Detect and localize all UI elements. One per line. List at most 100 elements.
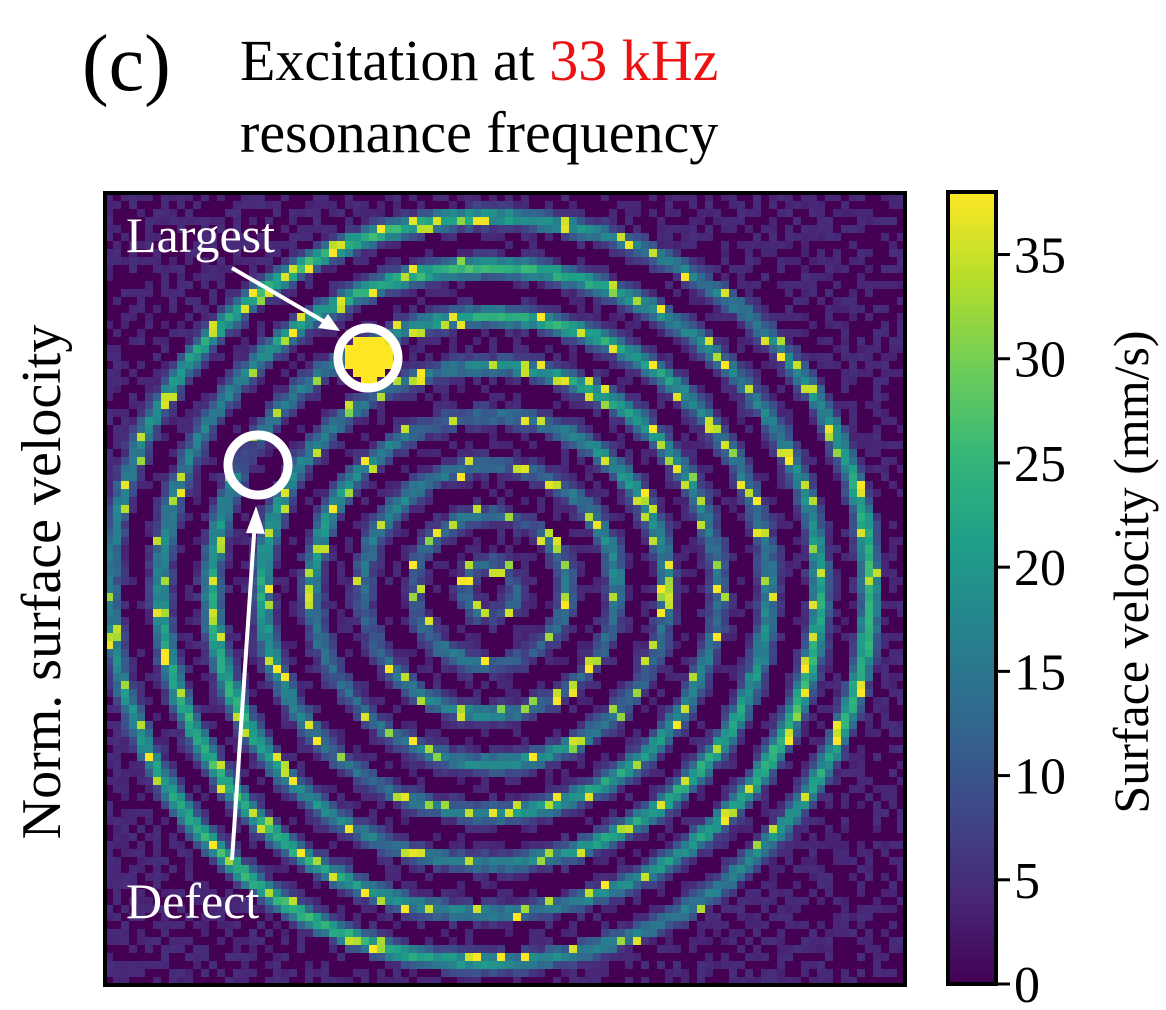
heatmap-cell: [289, 721, 297, 729]
heatmap-cell: [449, 585, 457, 593]
heatmap-cell: [105, 193, 113, 201]
heatmap-cell: [753, 521, 761, 529]
heatmap-cell: [817, 769, 825, 777]
heatmap-cell: [753, 785, 761, 793]
heatmap-cell: [529, 225, 537, 233]
heatmap-cell: [897, 249, 905, 257]
heatmap-cell: [201, 457, 209, 465]
heatmap-cell: [657, 353, 665, 361]
heatmap-cell: [225, 553, 233, 561]
heatmap-cell: [513, 281, 521, 289]
heatmap-cell: [849, 209, 857, 217]
heatmap-cell: [513, 633, 521, 641]
heatmap-cell: [569, 673, 577, 681]
heatmap-cell: [513, 721, 521, 729]
heatmap-cell: [145, 457, 153, 465]
heatmap-cell: [417, 345, 425, 353]
heatmap-cell: [345, 345, 353, 353]
heatmap-cell: [217, 785, 225, 793]
heatmap-cell: [777, 545, 785, 553]
heatmap-cell: [593, 345, 601, 353]
heatmap-cell: [209, 769, 217, 777]
heatmap-cell: [633, 769, 641, 777]
heatmap-cell: [601, 585, 609, 593]
heatmap-cell: [289, 793, 297, 801]
heatmap-cell: [481, 449, 489, 457]
heatmap-cell: [785, 345, 793, 353]
heatmap-cell: [417, 577, 425, 585]
heatmap-cell: [105, 689, 113, 697]
heatmap-cell: [345, 417, 353, 425]
heatmap-cell: [177, 425, 185, 433]
heatmap-cell: [449, 321, 457, 329]
heatmap-cell: [489, 353, 497, 361]
heatmap-cell: [529, 577, 537, 585]
heatmap-cell: [177, 201, 185, 209]
heatmap-cell: [617, 297, 625, 305]
heatmap-cell: [153, 425, 161, 433]
heatmap-cell: [217, 601, 225, 609]
heatmap-cell: [777, 561, 785, 569]
heatmap-cell: [809, 713, 817, 721]
heatmap-cell: [145, 385, 153, 393]
heatmap-cell: [369, 233, 377, 241]
heatmap-cell: [177, 265, 185, 273]
heatmap-cell: [113, 649, 121, 657]
heatmap-cell: [337, 609, 345, 617]
heatmap-cell: [865, 505, 873, 513]
heatmap-cell: [881, 561, 889, 569]
heatmap-cell: [321, 409, 329, 417]
heatmap-cell: [385, 793, 393, 801]
heatmap-cell: [881, 657, 889, 665]
heatmap-cell: [537, 377, 545, 385]
heatmap-cell: [329, 665, 337, 673]
heatmap-cell: [257, 233, 265, 241]
heatmap-cell: [673, 673, 681, 681]
heatmap-cell: [441, 481, 449, 489]
heatmap-cell: [481, 769, 489, 777]
heatmap-cell: [825, 257, 833, 265]
heatmap-cell: [257, 289, 265, 297]
heatmap-cell: [641, 377, 649, 385]
heatmap-cell: [745, 657, 753, 665]
heatmap-cell: [265, 601, 273, 609]
heatmap-cell: [721, 241, 729, 249]
heatmap-cell: [529, 353, 537, 361]
heatmap-cell: [881, 393, 889, 401]
heatmap-cell: [601, 633, 609, 641]
heatmap-cell: [849, 761, 857, 769]
heatmap-cell: [273, 673, 281, 681]
heatmap-cell: [305, 777, 313, 785]
heatmap-cell: [145, 193, 153, 201]
heatmap-cell: [121, 625, 129, 633]
heatmap-cell: [313, 449, 321, 457]
heatmap-cell: [185, 249, 193, 257]
heatmap-cell: [721, 497, 729, 505]
heatmap-cell: [753, 321, 761, 329]
heatmap-cell: [705, 313, 713, 321]
heatmap-cell: [481, 209, 489, 217]
heatmap-cell: [577, 657, 585, 665]
heatmap-cell: [729, 729, 737, 737]
heatmap-cell: [153, 209, 161, 217]
heatmap-cell: [761, 785, 769, 793]
heatmap-cell: [625, 233, 633, 241]
heatmap-cell: [337, 257, 345, 265]
heatmap-cell: [241, 201, 249, 209]
heatmap-cell: [657, 713, 665, 721]
heatmap-cell: [201, 753, 209, 761]
heatmap-cell: [633, 641, 641, 649]
heatmap-cell: [105, 385, 113, 393]
heatmap-cell: [705, 769, 713, 777]
heatmap-cell: [313, 641, 321, 649]
heatmap-cell: [641, 529, 649, 537]
heatmap-cell: [161, 521, 169, 529]
heatmap-cell: [449, 665, 457, 673]
heatmap-cell: [761, 273, 769, 281]
heatmap-cell: [185, 793, 193, 801]
heatmap-cell: [657, 441, 665, 449]
heatmap-cell: [457, 305, 465, 313]
heatmap-cell: [849, 577, 857, 585]
heatmap-cell: [409, 769, 417, 777]
heatmap-cell: [689, 537, 697, 545]
